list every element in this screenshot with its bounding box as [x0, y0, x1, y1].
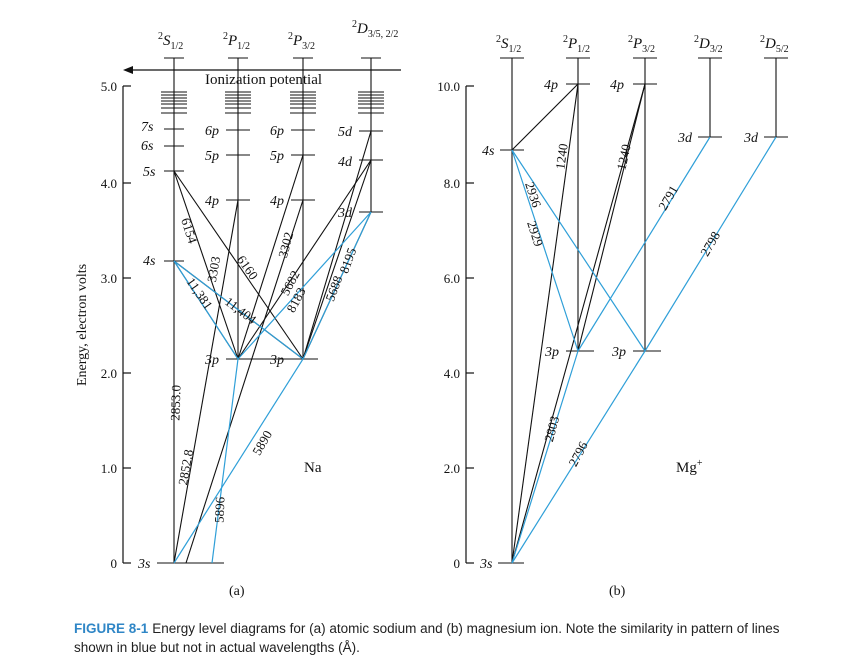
panel-a-ytick-3: 3.0: [101, 271, 117, 286]
term-2d32-b: 2D3/2: [694, 34, 723, 55]
level-3s-a: 3s: [137, 557, 151, 572]
wl-2852: 2852.8: [175, 448, 196, 486]
level-3p32-b: 3p: [611, 345, 626, 360]
level-5p32-a: 5p: [270, 149, 284, 164]
figure-caption: FIGURE 8-1 Energy level diagrams for (a) …: [74, 619, 814, 657]
panel-a-column-headers: 2S1/2 2P1/2 2P3/2 2D3/5, 2/2: [158, 19, 398, 52]
wl-1240b: 1240: [614, 143, 634, 172]
wl-6154: 6154: [178, 216, 200, 246]
panel-b-blue-transitions: [511, 136, 777, 564]
term-2p12-a: 2P1/2: [223, 31, 250, 52]
wl-2853: 2853.0: [167, 385, 183, 421]
panel-b-ytick-4: 4.0: [444, 366, 460, 381]
panel-a-y-ticks: [123, 85, 131, 564]
panel-label-a: (a): [229, 584, 245, 599]
panel-a-ytick-5: 5.0: [101, 79, 117, 94]
panel-a-ytick-2: 2.0: [101, 366, 117, 381]
level-4d-a: 4d: [338, 155, 353, 170]
level-5p12-a: 5p: [205, 149, 219, 164]
level-4s-a: 4s: [143, 254, 156, 269]
panel-a-ytick-1: 1.0: [101, 461, 117, 476]
level-6s-a: 6s: [141, 139, 154, 154]
wl-2791: 2791: [655, 183, 681, 213]
y-axis-label: Energy, electron volts: [75, 264, 90, 386]
level-3d32-b: 3d: [677, 131, 693, 146]
level-3p32-a: 3p: [269, 353, 284, 368]
term-2p12-b: 2P1/2: [563, 34, 590, 55]
wl-2803: 2803: [541, 414, 562, 443]
element-label-na: Na: [304, 460, 322, 476]
level-3d-a: 3d: [337, 206, 353, 221]
ionization-label: Ionization potential: [205, 72, 322, 88]
level-4s-b: 4s: [482, 144, 495, 159]
panel-b-wavelength-labels: 2936 2929 1240 1240 2791 2798 2803 2796: [522, 142, 723, 468]
panel-b-column-headers: 2S1/2 2P1/2 2P3/2 2D3/2 2D5/2: [496, 34, 789, 55]
level-3p12-a: 3p: [204, 353, 219, 368]
level-4p32-a: 4p: [270, 194, 284, 209]
panel-b-ytick-8: 8.0: [444, 176, 460, 191]
element-label-mg: Mg+: [676, 458, 703, 476]
panel-a-wavelength-labels: 6154 11,381 3303 6160 11,404 3302 5682 8…: [167, 216, 359, 523]
term-2d-a: 2D3/5, 2/2: [352, 19, 398, 40]
panel-b-y-ticks: [466, 85, 474, 564]
level-5s-a: 5s: [143, 165, 156, 180]
panel-b-ytick-10: 10.0: [437, 79, 460, 94]
panel-b-ytick-2: 2.0: [444, 461, 460, 476]
level-4p32-b: 4p: [610, 78, 624, 93]
level-3p12-b: 3p: [544, 345, 559, 360]
level-3s-b: 3s: [479, 557, 493, 572]
panel-b-columns: [511, 58, 777, 563]
level-7s-a: 7s: [141, 120, 154, 135]
wl-3302: 3302: [275, 230, 296, 259]
level-6p12-a: 6p: [205, 124, 219, 139]
caption-text: Energy level diagrams for (a) atomic sod…: [74, 621, 780, 655]
wl-2929: 2929: [524, 219, 546, 248]
panel-b-ytick-0: 0: [454, 556, 461, 571]
wl-2936: 2936: [522, 180, 544, 210]
panel-a-rydberg-levels: [161, 91, 384, 114]
term-2p32-b: 2P3/2: [628, 34, 655, 55]
panel-a-blue-transitions: [173, 211, 372, 564]
panel-a-ytick-4: 4.0: [101, 176, 117, 191]
level-4p12-b: 4p: [544, 78, 558, 93]
wl-5890: 5890: [249, 428, 275, 458]
panel-label-b: (b): [609, 584, 626, 599]
panel-b-black-transitions: [511, 83, 646, 564]
panel-b-ytick-6: 6.0: [444, 271, 460, 286]
panel-a-sodium: 5.0 4.0 3.0 2.0 1.0 0 Energy, electron v…: [75, 19, 401, 599]
term-2s12-a: 2S1/2: [158, 31, 183, 52]
panel-a-ytick-0: 0: [111, 556, 118, 571]
level-6p32-a: 6p: [270, 124, 284, 139]
figure-label: FIGURE 8-1: [74, 621, 149, 636]
level-3d52-b: 3d: [743, 131, 759, 146]
level-4p12-a: 4p: [205, 194, 219, 209]
wl-5896: 5896: [212, 496, 228, 523]
term-2d52-b: 2D5/2: [760, 34, 789, 55]
wl-2798: 2798: [697, 229, 723, 259]
wl-1240a: 1240: [552, 142, 570, 170]
panel-b-magnesium: 10.0 8.0 6.0 4.0 2.0 0 2S1/2 2P1/2 2P3/2…: [437, 34, 788, 599]
term-2p32-a: 2P3/2: [288, 31, 315, 52]
term-2s12-b: 2S1/2: [496, 34, 521, 55]
wl-3303: 3303: [204, 255, 223, 283]
panel-a-level-ticks: [157, 57, 383, 564]
level-5d-a: 5d: [338, 125, 353, 140]
wl-5688: 5688: [322, 274, 345, 304]
